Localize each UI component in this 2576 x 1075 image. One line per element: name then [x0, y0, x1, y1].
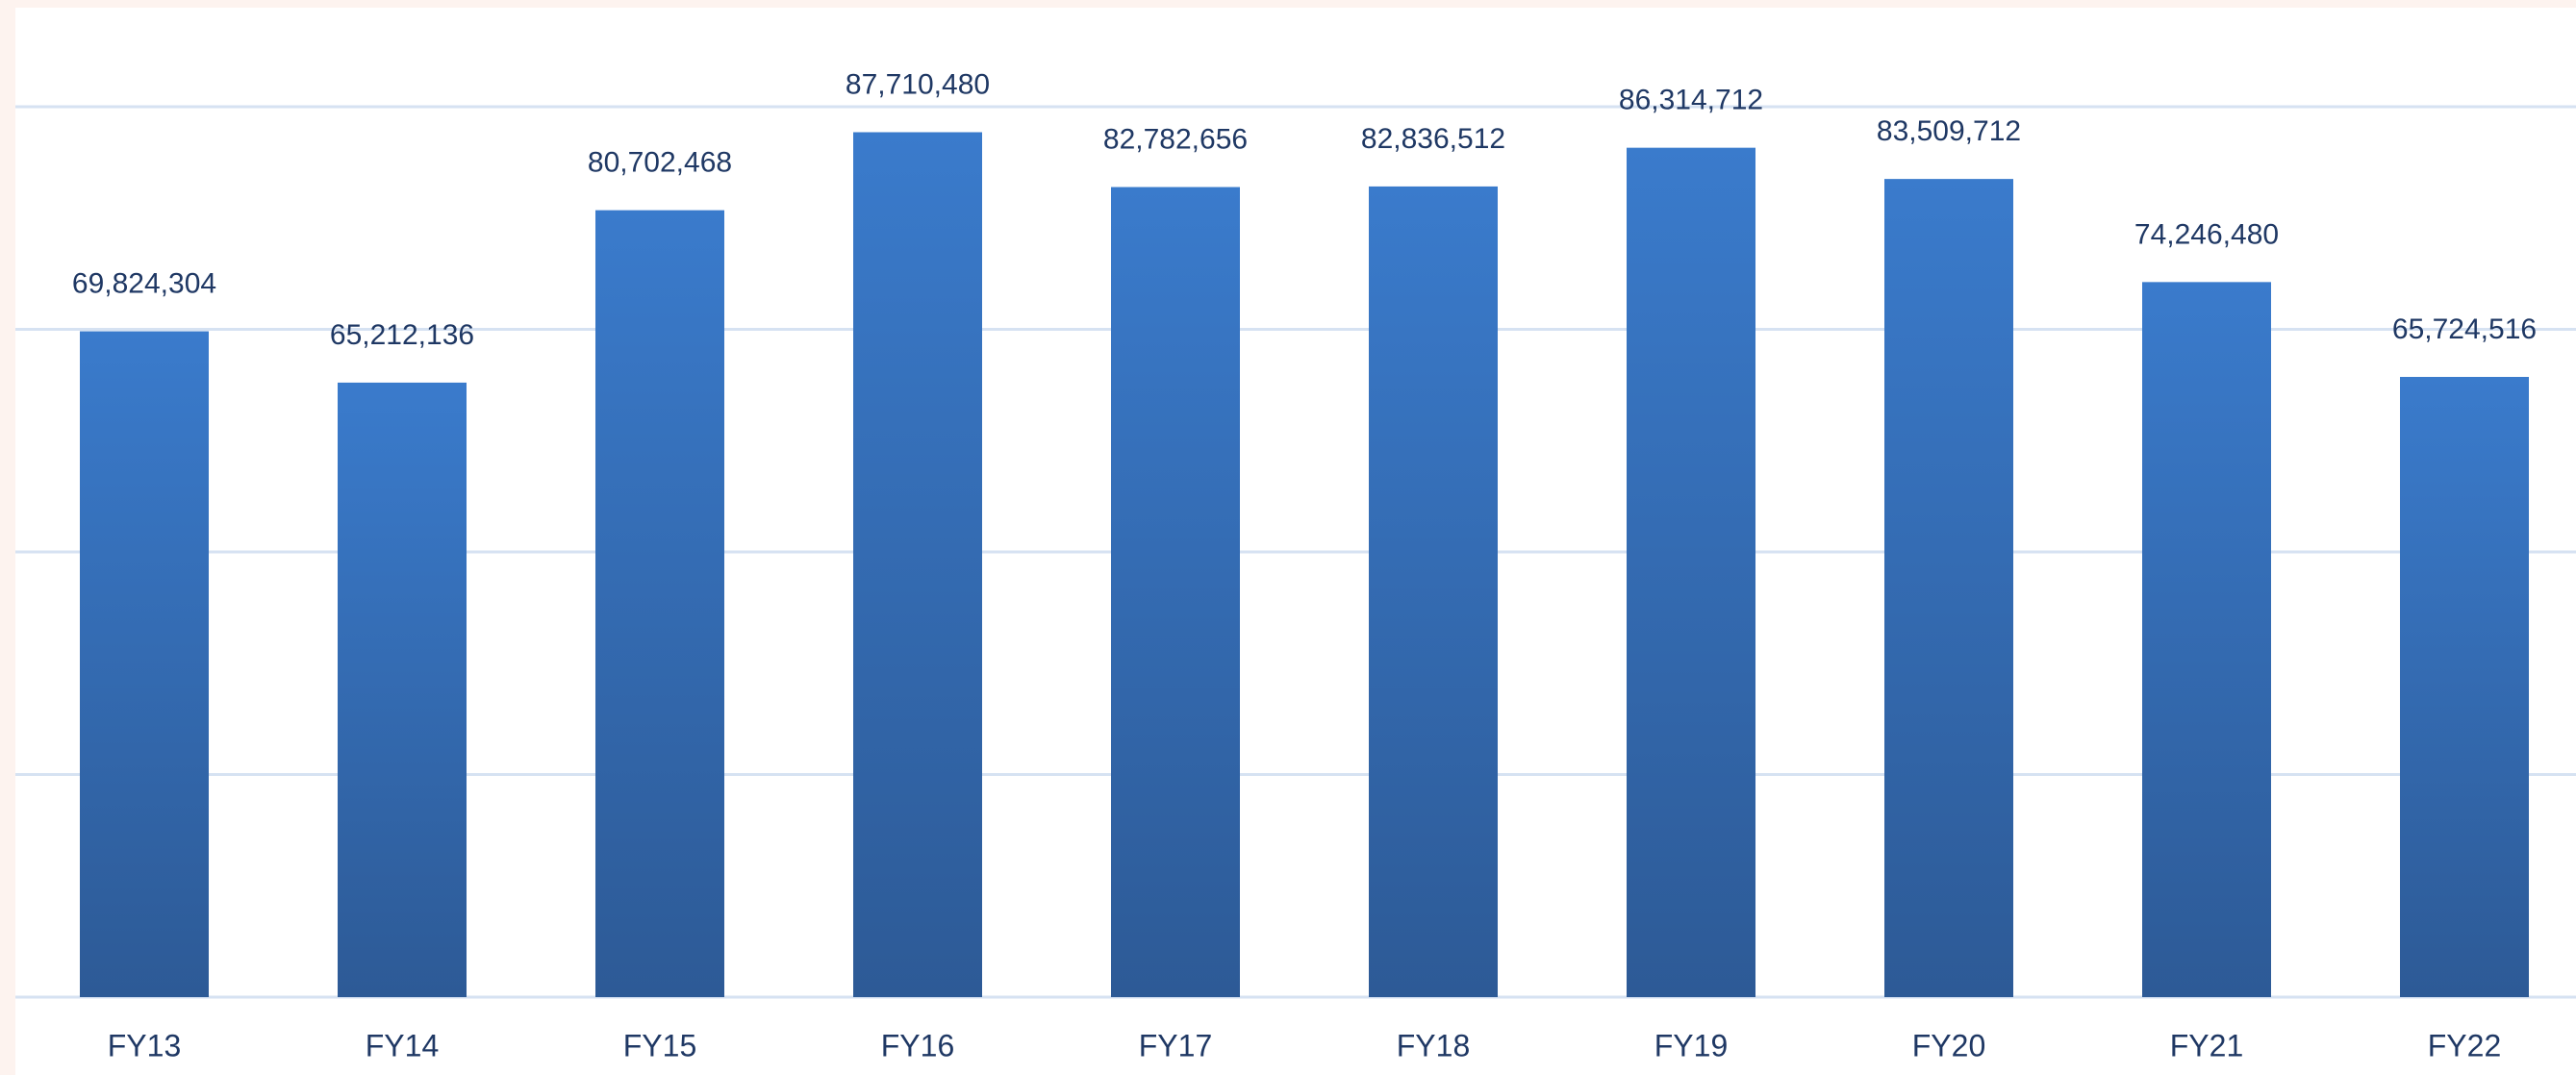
- x-tick-label: FY14: [366, 1028, 439, 1062]
- bar: [595, 210, 724, 998]
- x-tick-label: FY16: [881, 1028, 954, 1062]
- value-label: 69,824,304: [72, 267, 216, 299]
- bar: [853, 132, 982, 997]
- bar: [1111, 187, 1240, 997]
- x-tick-label: FY22: [2428, 1028, 2501, 1062]
- bar: [80, 331, 209, 997]
- bar: [1627, 147, 1755, 997]
- x-tick-label: FY13: [108, 1028, 181, 1062]
- value-label: 86,314,712: [1619, 85, 1763, 116]
- bar: [1369, 186, 1498, 998]
- value-label: 82,836,512: [1361, 123, 1505, 155]
- x-tick-label: FY17: [1139, 1028, 1212, 1062]
- bar: [2142, 282, 2271, 997]
- value-label: 82,782,656: [1103, 123, 1248, 155]
- bar: [1884, 179, 2013, 998]
- value-label: 83,509,712: [1877, 115, 2021, 147]
- x-tick-label: FY21: [2170, 1028, 2243, 1062]
- value-label: 87,710,480: [846, 68, 990, 100]
- x-tick-label: FY18: [1397, 1028, 1470, 1062]
- value-label: 65,212,136: [330, 319, 474, 351]
- x-tick-label: FY20: [1912, 1028, 1985, 1062]
- x-tick-label: FY15: [623, 1028, 696, 1062]
- bar: [338, 382, 467, 997]
- bar: [2400, 376, 2529, 997]
- value-label: 65,724,516: [2392, 313, 2537, 345]
- x-tick-label: FY19: [1654, 1028, 1728, 1062]
- value-label: 80,702,468: [588, 147, 732, 179]
- value-label: 74,246,480: [2134, 218, 2279, 250]
